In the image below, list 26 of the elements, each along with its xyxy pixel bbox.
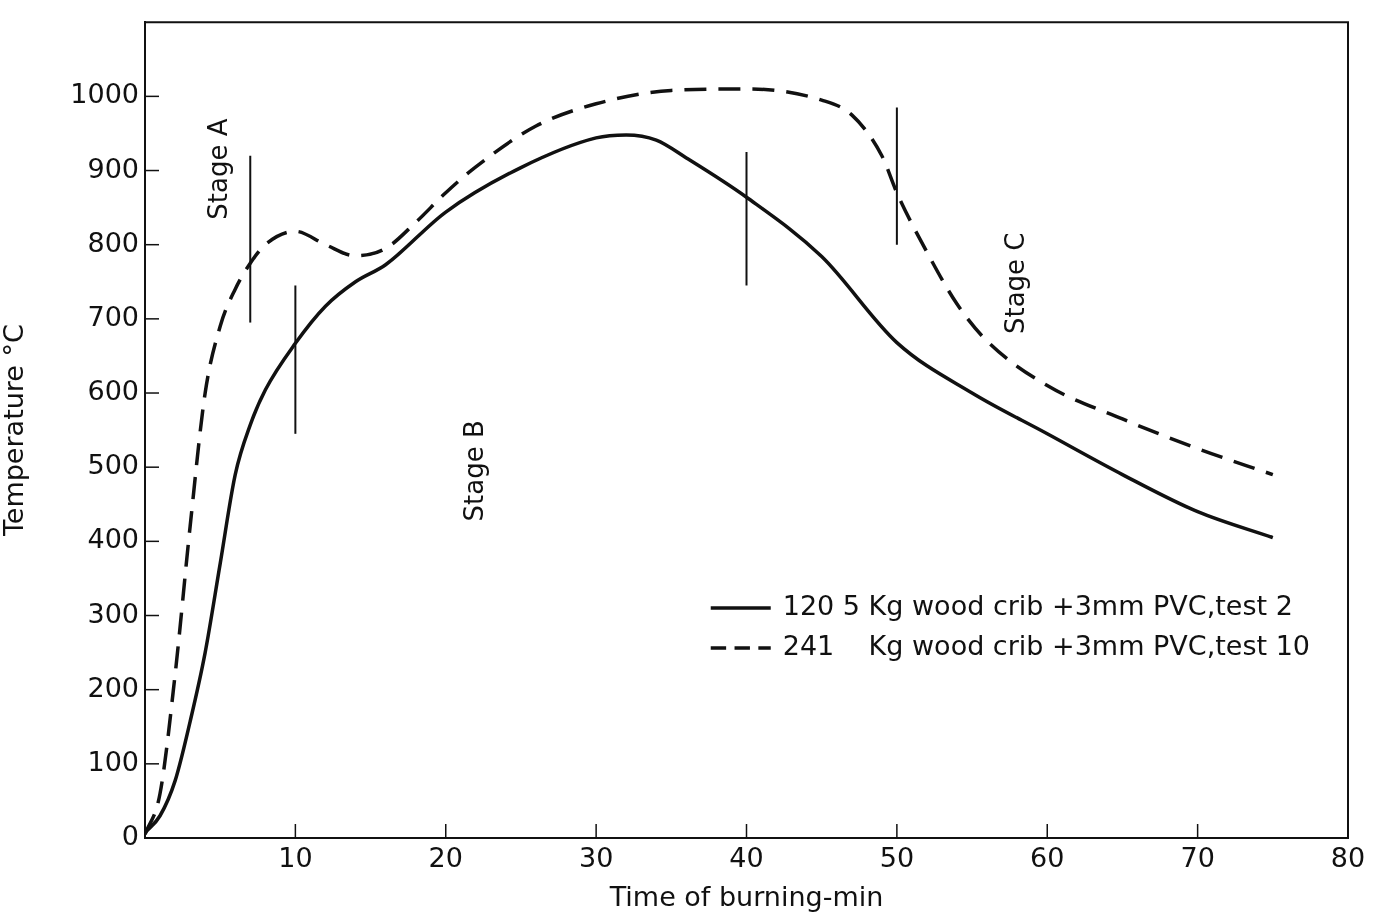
y-tick-label: 100 [87, 745, 139, 777]
legend-label: 241 Kg wood crib +3mm PVC,test 10 [782, 630, 1310, 662]
y-tick-label: 800 [87, 226, 139, 258]
y-tick-label: 900 [87, 152, 139, 184]
annotation: Stage A [202, 118, 233, 220]
x-tick-label: 60 [1030, 842, 1065, 874]
x-tick-label: 80 [1330, 842, 1366, 874]
y-tick-label: 300 [87, 597, 139, 629]
x-tick-label: 30 [578, 842, 614, 874]
y-tick-label: 1000 [70, 78, 139, 110]
y-tick-label: 500 [87, 449, 139, 481]
annotation: Stage C [999, 232, 1030, 335]
y-tick-label: 700 [87, 300, 139, 332]
y-tick-label: 200 [87, 671, 139, 703]
y-tick-label: 600 [87, 375, 139, 407]
x-tick-label: 50 [879, 842, 915, 874]
y-axis-title: Temperature °C [0, 324, 30, 538]
x-tick-label: 10 [278, 842, 313, 874]
x-tick-label: 20 [428, 842, 463, 874]
x-tick-label: 70 [1180, 842, 1215, 874]
legend-label: 120 5 Kg wood crib +3mm PVC,test 2 [782, 590, 1293, 622]
y-tick-label: 400 [87, 523, 139, 555]
annotation: Stage B [458, 420, 489, 522]
x-tick-label: 40 [729, 842, 764, 874]
x-axis-title: Time of burning-min [608, 880, 884, 912]
y-tick-label: 0 [121, 820, 139, 852]
